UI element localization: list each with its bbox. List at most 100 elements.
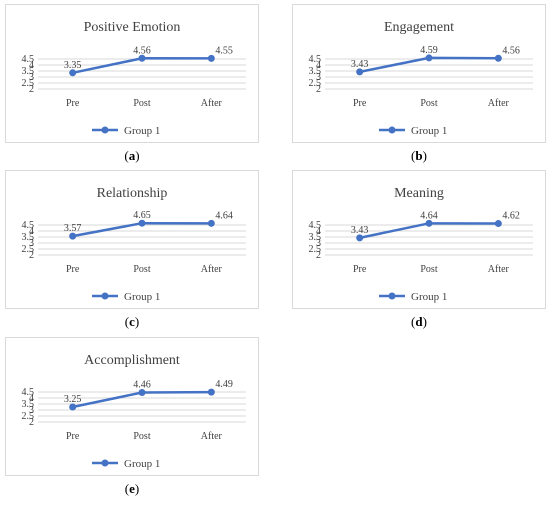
chart-frame: Relationship 2 2.5 3 3.5 4 4.5 Pre Post After 3.57… bbox=[5, 170, 259, 309]
data-label: 4.56 bbox=[133, 45, 151, 56]
data-label: 4.55 bbox=[215, 45, 233, 56]
legend-label: Group 1 bbox=[411, 125, 447, 137]
y-tick-label: 4.5 bbox=[309, 220, 322, 231]
y-tick-label: 2.5 bbox=[22, 78, 35, 89]
y-tick-label: 3.5 bbox=[22, 399, 35, 410]
chart-frame: Meaning 2 2.5 3 3.5 4 4.5 Pre Post After 3.43 4.64 4… bbox=[292, 170, 546, 309]
legend-marker bbox=[101, 292, 109, 300]
x-tick-label: Pre bbox=[353, 264, 367, 275]
data-label: 3.35 bbox=[64, 60, 82, 71]
data-point bbox=[207, 388, 215, 396]
y-tick-label: 4 bbox=[29, 393, 34, 404]
y-tick-label: 2 bbox=[29, 84, 34, 95]
chart-panel-e: Accomplishment 2 2.5 3 3.5 4 4.5 Pre Post After 3.… bbox=[5, 337, 259, 502]
line-chart: Relationship 22.533.544.5 Pre Post After 3.57… bbox=[22, 186, 246, 303]
y-tick-label: 4.5 bbox=[22, 220, 35, 231]
x-tick-label: Post bbox=[420, 98, 437, 109]
y-tick-label: 3 bbox=[29, 238, 34, 249]
panel-letter: e bbox=[129, 481, 135, 496]
x-tick-label: Post bbox=[133, 431, 150, 442]
x-tick-label: After bbox=[488, 264, 510, 275]
chart-title: Accomplishment bbox=[84, 353, 180, 368]
y-tick-label: 4 bbox=[316, 60, 321, 71]
panel-caption: (d) bbox=[411, 314, 427, 329]
data-point bbox=[356, 234, 364, 242]
x-tick-label: Pre bbox=[66, 264, 80, 275]
x-tick-label: After bbox=[201, 431, 223, 442]
legend-marker bbox=[101, 126, 109, 134]
legend-label: Group 1 bbox=[124, 125, 160, 137]
panel-letter: b bbox=[415, 148, 423, 163]
y-tick-label: 4 bbox=[29, 60, 34, 71]
y-tick-label: 3 bbox=[29, 72, 34, 83]
y-tick-label: 4.5 bbox=[309, 54, 322, 65]
data-label: 4.59 bbox=[420, 45, 438, 56]
y-tick-label: 2 bbox=[316, 84, 321, 95]
y-tick-label: 2.5 bbox=[309, 78, 322, 89]
y-tick-label: 2.5 bbox=[309, 244, 322, 255]
data-point bbox=[138, 219, 146, 227]
chart-panel-d: Meaning 2 2.5 3 3.5 4 4.5 Pre Post After 3.43 4.64 4… bbox=[292, 170, 546, 335]
y-tick-label: 3 bbox=[316, 72, 321, 83]
x-tick-label: After bbox=[201, 264, 223, 275]
data-point bbox=[425, 219, 433, 227]
panel-letter: a bbox=[128, 148, 136, 163]
y-tick-label: 2 bbox=[316, 250, 321, 261]
y-tick-label: 4 bbox=[29, 226, 34, 237]
chart-title: Meaning bbox=[394, 186, 444, 201]
chart-panel-b: Engagement 2 2.5 3 3.5 4 4.5 Pre Post After 3.43 4.… bbox=[292, 4, 546, 169]
data-label: 4.64 bbox=[215, 210, 233, 221]
legend-marker bbox=[388, 292, 396, 300]
y-tick-label: 2 bbox=[29, 417, 34, 428]
y-tick-label: 3 bbox=[316, 238, 321, 249]
line-chart: Accomplishment 22.533.544.5 Pre Post After 3.… bbox=[22, 353, 246, 470]
legend-marker bbox=[101, 459, 109, 467]
y-tick-label: 4.5 bbox=[22, 54, 35, 65]
legend-marker bbox=[388, 126, 396, 134]
data-label: 4.46 bbox=[133, 379, 151, 390]
data-point bbox=[494, 220, 502, 228]
data-point bbox=[356, 68, 364, 76]
legend-label: Group 1 bbox=[411, 291, 447, 303]
chart-panel-a: Positive Emotion 2 2.5 3 3.5 4 4.5 Pre Post After… bbox=[5, 4, 259, 169]
line-chart: Meaning 22.533.544.5 Pre Post After 3.43 4.64 4… bbox=[309, 186, 533, 303]
data-point bbox=[425, 54, 433, 62]
data-label: 4.49 bbox=[215, 379, 233, 390]
panel-caption: (b) bbox=[411, 148, 427, 163]
x-tick-label: After bbox=[201, 98, 223, 109]
chart-panel-c: Relationship 2 2.5 3 3.5 4 4.5 Pre Post After 3.57… bbox=[5, 170, 259, 335]
y-tick-label: 4.5 bbox=[22, 387, 35, 398]
chart-title: Positive Emotion bbox=[84, 20, 181, 35]
panel-letter: c bbox=[129, 314, 135, 329]
data-point bbox=[69, 403, 77, 411]
y-tick-label: 3.5 bbox=[309, 232, 322, 243]
chart-title: Relationship bbox=[97, 186, 168, 201]
line-chart: Positive Emotion 22.533.544.5 Pre Post After… bbox=[22, 20, 246, 137]
x-tick-label: Pre bbox=[66, 98, 80, 109]
data-label: 4.56 bbox=[502, 45, 520, 56]
data-label: 4.65 bbox=[133, 210, 151, 221]
panel-caption: (e) bbox=[124, 481, 140, 496]
panel-caption: (c) bbox=[124, 314, 140, 329]
x-tick-label: Post bbox=[420, 264, 437, 275]
chart-title: Engagement bbox=[384, 20, 454, 35]
y-tick-label: 2.5 bbox=[22, 244, 35, 255]
data-label: 3.43 bbox=[351, 225, 369, 236]
x-tick-label: Pre bbox=[353, 98, 367, 109]
y-tick-label: 3.5 bbox=[22, 232, 35, 243]
x-tick-label: After bbox=[488, 98, 510, 109]
x-tick-label: Post bbox=[133, 264, 150, 275]
data-label: 3.57 bbox=[64, 223, 82, 234]
x-tick-label: Post bbox=[133, 98, 150, 109]
data-point bbox=[138, 54, 146, 62]
panel-caption: (a) bbox=[124, 148, 140, 163]
chart-frame: Positive Emotion 2 2.5 3 3.5 4 4.5 Pre Post After… bbox=[5, 4, 259, 143]
y-tick-label: 4 bbox=[316, 226, 321, 237]
data-point bbox=[494, 54, 502, 62]
panel-letter: d bbox=[415, 314, 423, 329]
data-point bbox=[207, 54, 215, 62]
data-label: 4.62 bbox=[502, 211, 520, 222]
x-tick-label: Pre bbox=[66, 431, 80, 442]
data-label: 3.25 bbox=[64, 394, 82, 405]
y-tick-label: 3 bbox=[29, 405, 34, 416]
